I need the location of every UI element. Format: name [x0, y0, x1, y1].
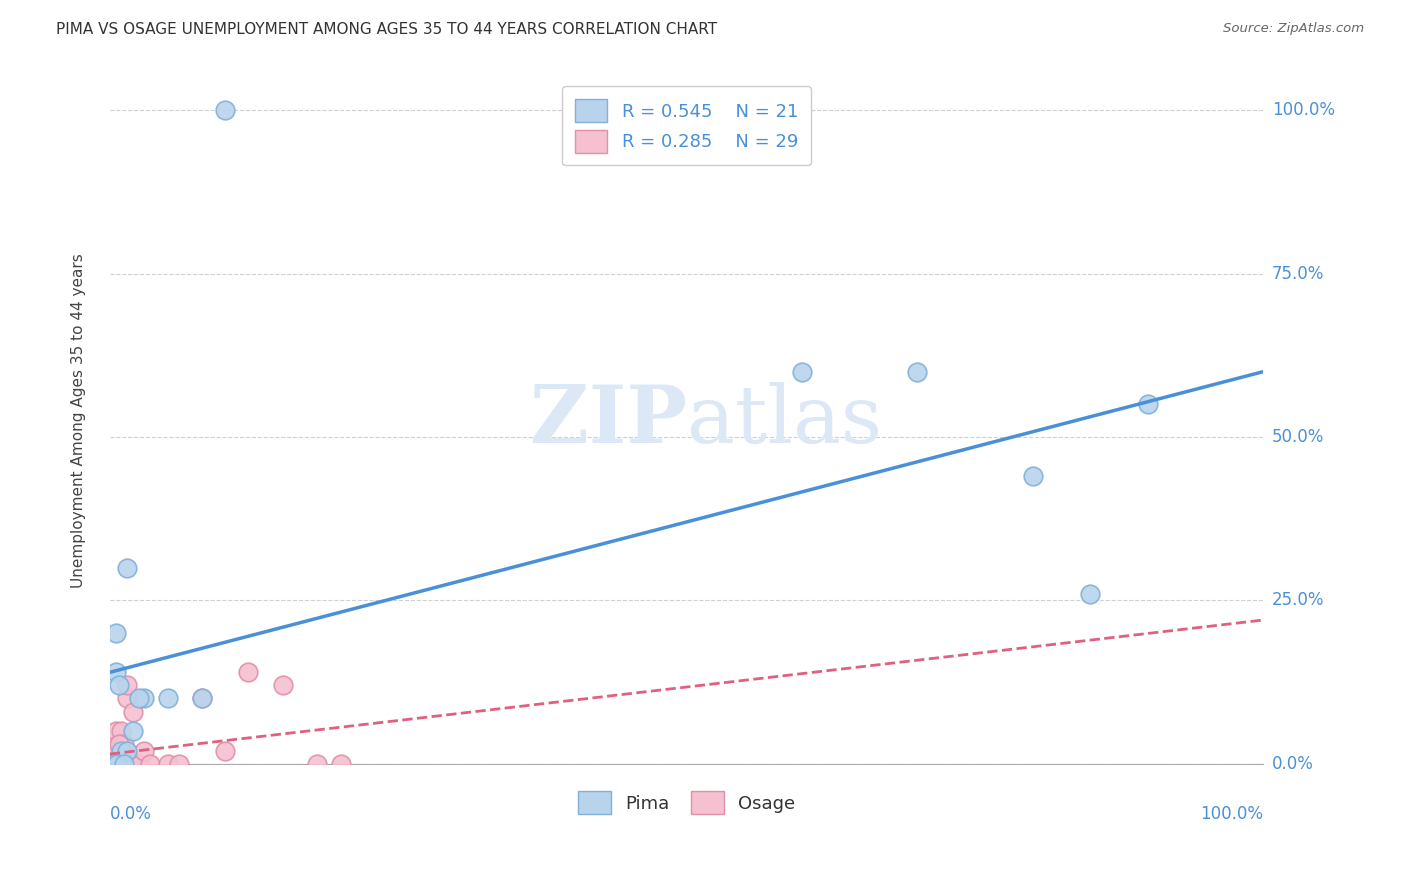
Point	[104, 724, 127, 739]
Point	[103, 756, 125, 771]
Point	[110, 756, 132, 771]
Point	[329, 756, 352, 771]
Text: PIMA VS OSAGE UNEMPLOYMENT AMONG AGES 35 TO 44 YEARS CORRELATION CHART: PIMA VS OSAGE UNEMPLOYMENT AMONG AGES 35…	[56, 22, 717, 37]
Point	[122, 705, 145, 719]
Legend: Pima, Osage: Pima, Osage	[569, 782, 804, 823]
Text: Source: ZipAtlas.com: Source: ZipAtlas.com	[1223, 22, 1364, 36]
Point	[112, 756, 135, 771]
Point	[107, 756, 129, 771]
Point	[1022, 469, 1045, 483]
Point	[790, 365, 813, 379]
Point	[1137, 397, 1160, 411]
Point	[104, 626, 127, 640]
Point	[115, 691, 138, 706]
Point	[115, 744, 138, 758]
Point	[122, 756, 145, 771]
Text: 25.0%: 25.0%	[1272, 591, 1324, 609]
Point	[128, 691, 150, 706]
Point	[108, 756, 131, 771]
Point	[104, 665, 127, 680]
Text: 100.0%: 100.0%	[1272, 101, 1334, 120]
Point	[104, 756, 127, 771]
Text: ZIP: ZIP	[530, 382, 686, 459]
Point	[307, 756, 329, 771]
Text: 0.0%: 0.0%	[110, 805, 152, 823]
Point	[167, 756, 190, 771]
Point	[105, 744, 128, 758]
Point	[103, 756, 125, 771]
Point	[134, 691, 156, 706]
Point	[101, 744, 124, 758]
Point	[156, 756, 179, 771]
Point	[110, 744, 132, 758]
Point	[905, 365, 928, 379]
Text: 100.0%: 100.0%	[1201, 805, 1264, 823]
Text: atlas: atlas	[686, 382, 882, 459]
Point	[214, 744, 236, 758]
Point	[139, 756, 162, 771]
Point	[110, 756, 132, 771]
Point	[108, 678, 131, 692]
Point	[134, 744, 156, 758]
Point	[108, 737, 131, 751]
Point	[214, 103, 236, 117]
Y-axis label: Unemployment Among Ages 35 to 44 years: Unemployment Among Ages 35 to 44 years	[72, 253, 86, 588]
Text: 50.0%: 50.0%	[1272, 428, 1324, 446]
Point	[191, 691, 214, 706]
Text: 75.0%: 75.0%	[1272, 265, 1324, 283]
Point	[271, 678, 294, 692]
Point	[103, 756, 125, 771]
Point	[105, 756, 128, 771]
Point	[110, 724, 132, 739]
Point	[156, 691, 179, 706]
Text: 0.0%: 0.0%	[1272, 755, 1313, 772]
Point	[115, 678, 138, 692]
Point	[191, 691, 214, 706]
Point	[112, 737, 135, 751]
Point	[1080, 587, 1102, 601]
Point	[238, 665, 260, 680]
Point	[115, 560, 138, 574]
Point	[103, 756, 125, 771]
Point	[103, 756, 125, 771]
Point	[128, 756, 150, 771]
Point	[122, 724, 145, 739]
